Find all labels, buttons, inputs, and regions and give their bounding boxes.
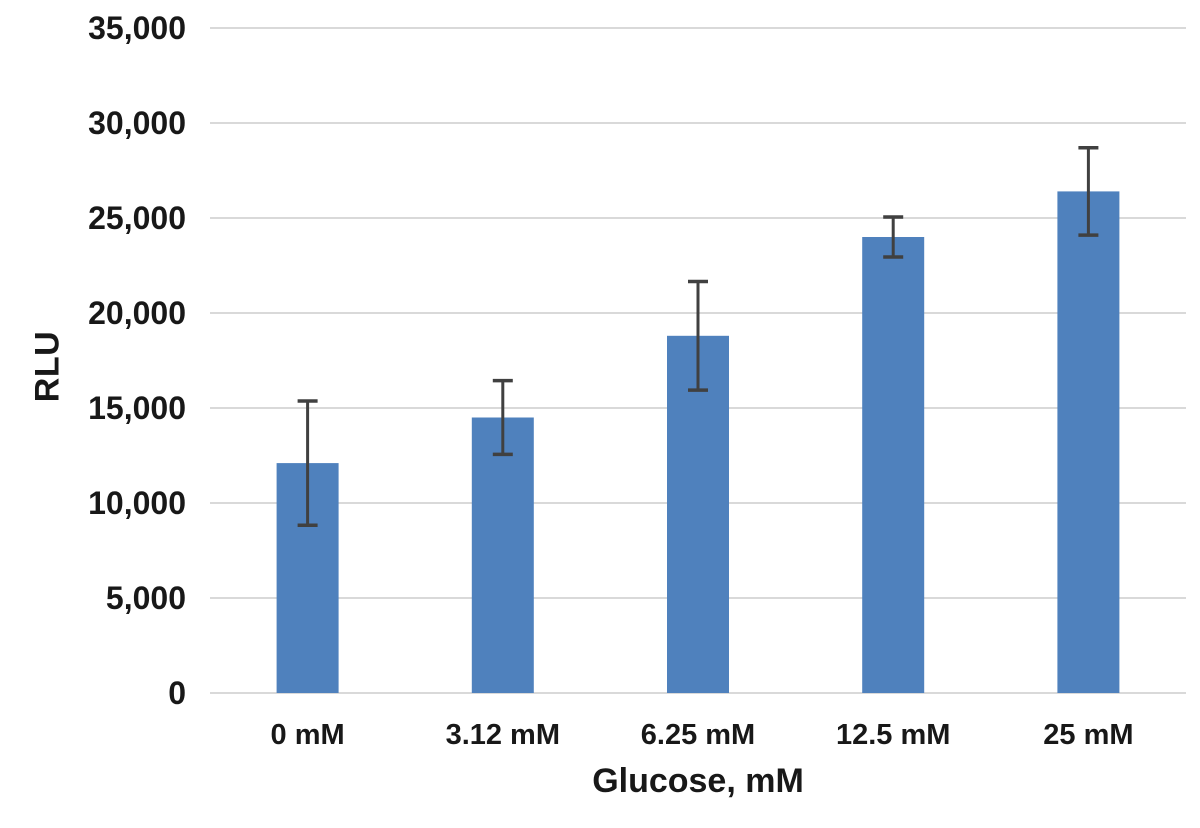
y-tick-label: 20,000 [88, 295, 186, 331]
bar [667, 335, 729, 693]
y-tick-label: 35,000 [88, 10, 186, 46]
bar [471, 417, 534, 693]
x-axis-title: Glucose, mM [592, 762, 804, 800]
y-tick-label: 0 [168, 675, 186, 711]
bar [1057, 191, 1120, 693]
y-tick-label: 10,000 [88, 485, 186, 521]
y-tick-label: 25,000 [88, 200, 186, 236]
y-tick-label: 30,000 [88, 105, 186, 141]
x-tick-label: 12.5 mM [836, 719, 950, 751]
x-tick-label: 3.12 mM [446, 719, 560, 751]
x-tick-label: 6.25 mM [641, 719, 755, 751]
bar [862, 237, 925, 693]
y-axis-title: RLU [28, 330, 67, 403]
x-tick-label: 0 mM [271, 719, 345, 751]
y-tick-label: 15,000 [88, 390, 186, 426]
x-tick-label: 25 mM [1043, 719, 1133, 751]
y-tick-label: 5,000 [106, 580, 186, 616]
